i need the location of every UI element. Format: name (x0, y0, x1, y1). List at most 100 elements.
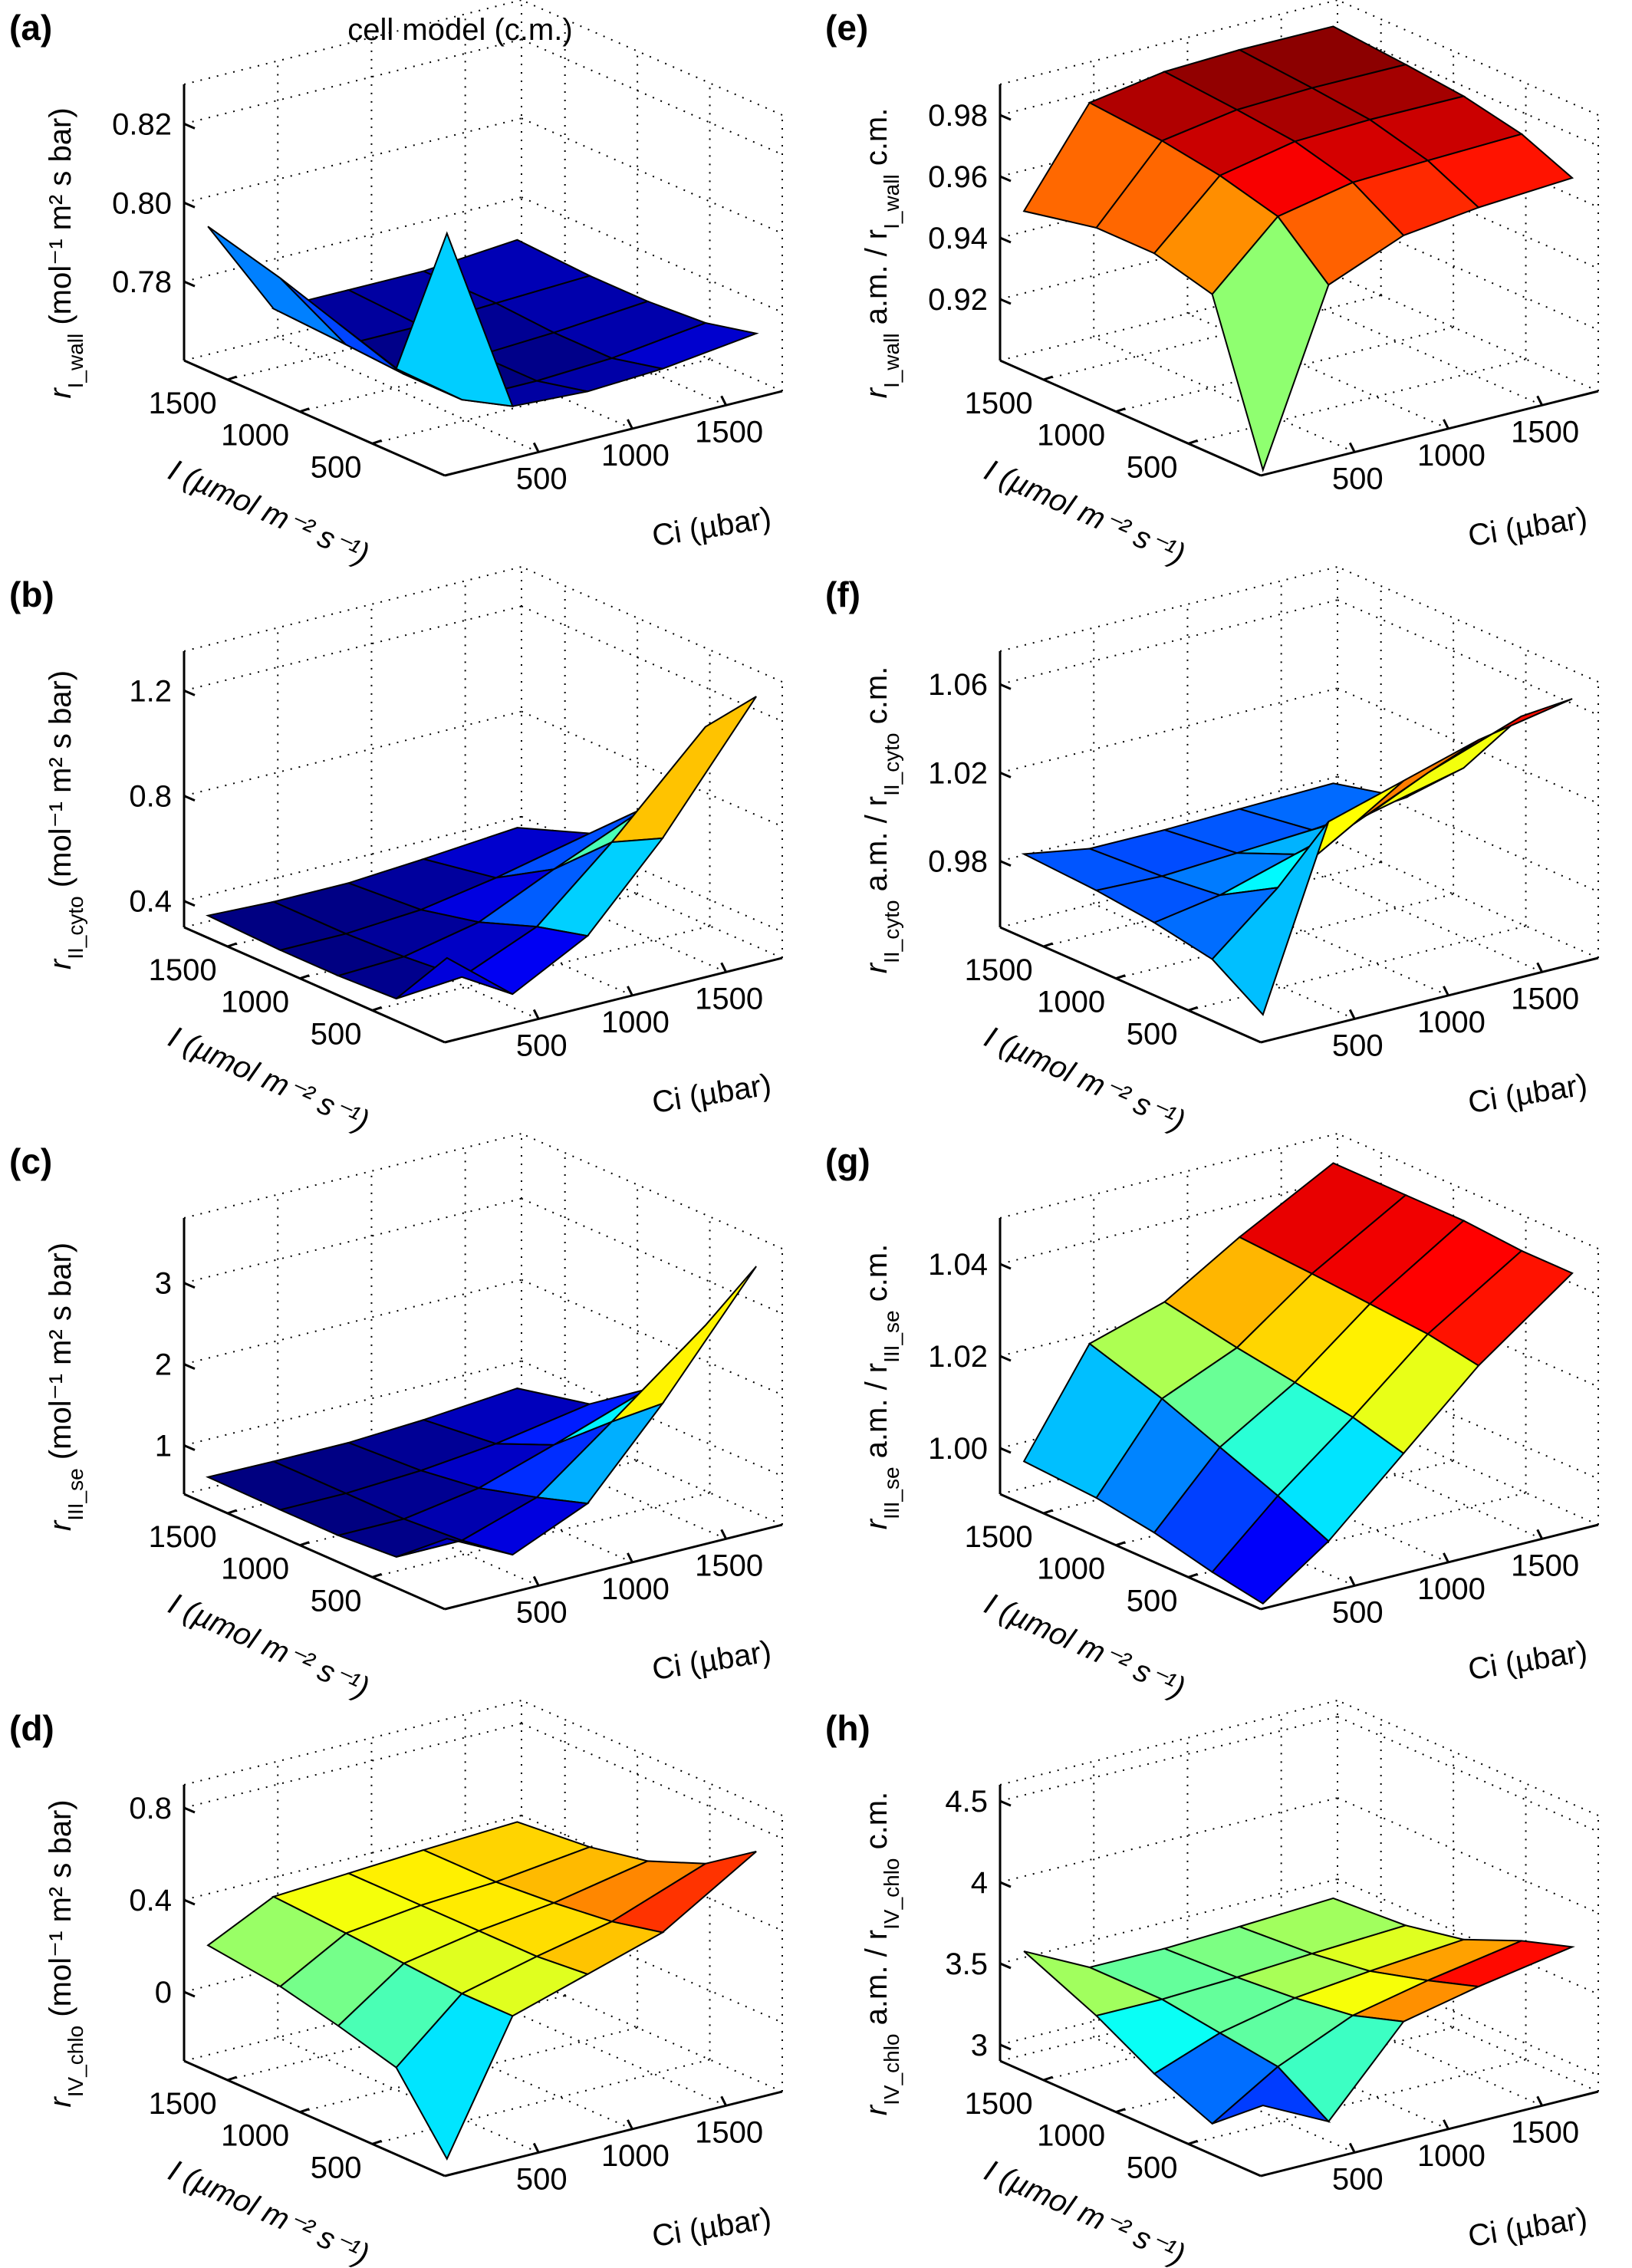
z-axis-label: rII_cyto a.m. / rII_cyto c.m. (860, 667, 903, 974)
x-tick-label: 1500 (695, 415, 763, 449)
box-edge (521, 0, 783, 116)
grid-line (183, 1723, 522, 1809)
z-tick-label: 3 (155, 1267, 172, 1301)
z-tick (183, 795, 196, 802)
panel-letter: (a) (9, 8, 52, 48)
z-axis-label-part: II_cyto (880, 900, 903, 963)
x-tick-label: 1500 (1511, 2115, 1579, 2149)
box-edge (999, 566, 1338, 652)
panel-letter: (c) (9, 1141, 52, 1181)
grid-line (521, 1907, 783, 2023)
z-axis-label-part: IV_chlo (880, 1858, 903, 1929)
z-axis-label-part: c.m. (860, 108, 893, 175)
z-tick-label: 3.5 (945, 1947, 988, 1981)
z-tick-label: 2 (155, 1348, 172, 1382)
z-tick (183, 690, 196, 696)
z-tick-label: 3 (971, 2029, 988, 2062)
z-tick (999, 1881, 1012, 1888)
z-axis-label: rIII_se (mol⁻¹ m² s bar) (44, 1243, 87, 1531)
grid-line (1337, 1959, 1599, 2076)
z-tick-label: 4 (971, 1866, 988, 1900)
z-axis-label-part: r (860, 962, 893, 973)
x-tick (627, 1552, 633, 1563)
x-axis (444, 2090, 783, 2177)
panel: 00.40.85001000150050010001500(d)rIV_chlo… (9, 1700, 783, 2268)
z-axis-label-part: a.m. / r (860, 1363, 893, 1467)
panel: 0.40.81.25001000150050010001500(b)rII_cy… (9, 566, 783, 1138)
y-tick-label: 500 (1127, 1584, 1178, 1618)
grid-line (521, 605, 783, 723)
z-axis-label-part: a.m. / r (860, 1930, 893, 2034)
panel-letter: (d) (9, 1708, 54, 1748)
z-axis-label: rIV_chlo a.m. / rIV_chlo c.m. (860, 1792, 903, 2115)
z-axis-label-part: r (44, 387, 77, 399)
z-tick-label: 0.4 (129, 885, 172, 919)
x-axis (444, 956, 783, 1044)
panel: 1.001.021.045001000150050010001500(g)rII… (825, 1133, 1599, 1705)
grid-line (1093, 336, 1355, 453)
x-tick-label: 500 (516, 2162, 568, 2196)
y-axis (999, 1493, 1262, 1611)
x-tick-label: 1000 (601, 439, 670, 472)
y-tick-label: 1500 (965, 2087, 1033, 2121)
z-tick (183, 1990, 196, 1998)
y-axis (183, 1493, 446, 1611)
x-tick-label: 1000 (1417, 1572, 1486, 1606)
z-tick (999, 175, 1012, 183)
z-tick-label: 0.98 (928, 845, 988, 879)
grid-line (1337, 687, 1599, 805)
z-axis-label-part: III_se (880, 1310, 903, 1362)
y-tick-label: 500 (311, 450, 362, 484)
z-tick-label: 0 (155, 1976, 172, 2010)
x-axis-label: Ci (µbar) (1466, 2201, 1589, 2253)
z-tick-label: 0.82 (112, 107, 172, 141)
x-axis-label: Ci (µbar) (1466, 1634, 1589, 1687)
x-tick (1536, 1529, 1544, 1540)
grid-line (1337, 1878, 1599, 1995)
box-edge (1337, 0, 1599, 116)
y-tick-label: 1000 (221, 2119, 289, 2153)
y-tick-label: 1500 (149, 953, 217, 987)
panel-title: cell model (c.m.) (347, 13, 572, 47)
y-tick-label: 500 (1127, 1017, 1178, 1051)
z-axis-label: rI_wall (mol⁻¹ m² s bar) (44, 107, 87, 398)
z-axis-label-part: r (860, 2104, 893, 2115)
z-axis-label-part: (mol⁻¹ m² s bar) (44, 670, 77, 896)
y-tick-label: 500 (1127, 2151, 1178, 2184)
z-axis-label-part: a.m. / r (860, 229, 893, 334)
x-tick (1348, 1009, 1356, 1020)
x-tick-label: 1500 (695, 1549, 763, 1582)
x-tick-label: 1500 (1511, 1549, 1579, 1582)
x-tick (1536, 395, 1544, 407)
z-tick (999, 860, 1012, 867)
grid-line (521, 1197, 783, 1315)
z-tick-label: 1.04 (928, 1248, 988, 1282)
x-tick-label: 1500 (1511, 982, 1579, 1015)
z-axis-label-part: (mol⁻¹ m² s bar) (44, 107, 77, 333)
grid-line (999, 599, 1338, 686)
x-tick (627, 419, 633, 430)
grid-line (1337, 91, 1599, 208)
z-axis-label-part: III_se (880, 1466, 903, 1519)
panel: 0.981.021.065001000150050010001500(f)rII… (825, 566, 1599, 1138)
grid-line (521, 1279, 783, 1396)
grid-line (1281, 856, 1543, 973)
x-tick (720, 962, 728, 973)
z-axis-label-part: I_wall (64, 334, 87, 389)
z-axis-label-part: r (44, 1519, 77, 1531)
x-tick-label: 500 (516, 1595, 568, 1629)
z-tick (183, 123, 196, 130)
x-tick (1348, 1575, 1356, 1587)
z-tick (999, 298, 1012, 305)
z-axis-label-part: c.m. (860, 1244, 893, 1311)
z-tick (183, 900, 196, 907)
surface-patch (395, 1993, 514, 2161)
z-axis-label: rII_cyto (mol⁻¹ m² s bar) (44, 670, 87, 969)
z-tick (999, 114, 1012, 121)
x-tick-label: 500 (1332, 1029, 1384, 1062)
x-tick (1443, 986, 1449, 996)
x-axis-label: Ci (µbar) (650, 501, 773, 553)
x-tick (532, 1575, 540, 1587)
